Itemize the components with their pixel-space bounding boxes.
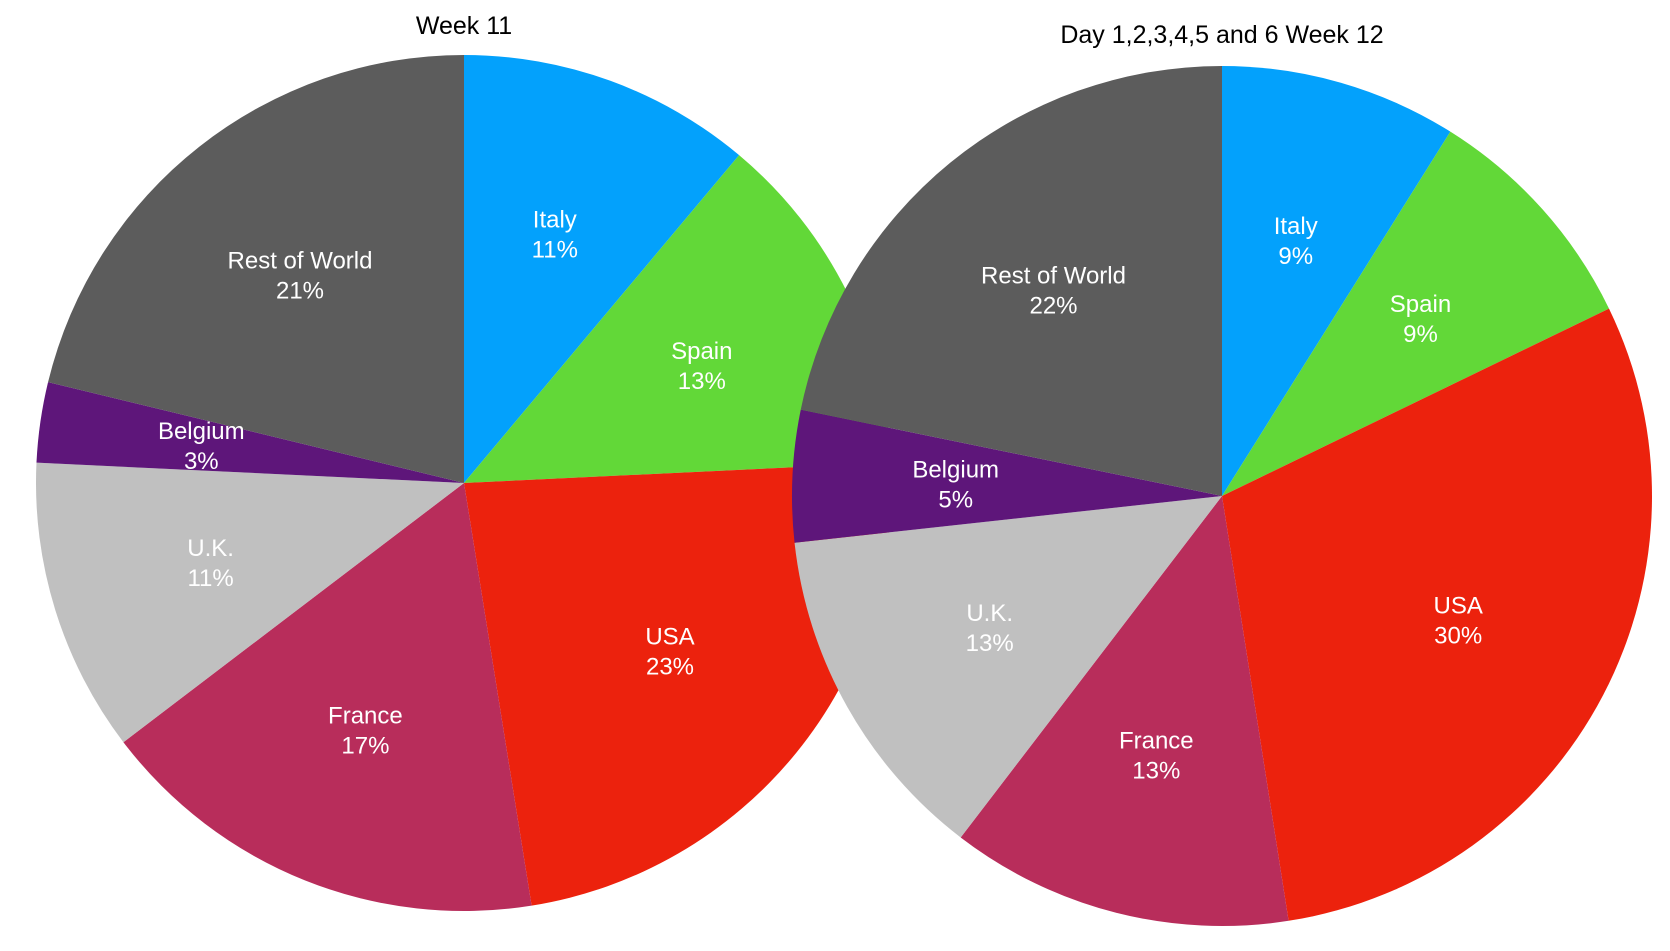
slice-label-belgium: Belgium xyxy=(912,457,999,484)
slice-value-rest-of-world: 21% xyxy=(276,277,324,304)
pie-slice-italy xyxy=(464,55,740,483)
slice-value-usa: 30% xyxy=(1434,623,1482,650)
pie-slices xyxy=(35,55,893,911)
slice-value-rest-of-world: 22% xyxy=(1029,292,1077,319)
pie-slice-spain xyxy=(464,155,892,483)
slice-value-u-k: 11% xyxy=(187,565,233,592)
pie-slice-rest-of-world xyxy=(48,55,465,483)
pie-slice-belgium xyxy=(792,409,1222,543)
slice-label-u-k: U.K. xyxy=(187,535,234,562)
chart-title: Day 1,2,3,4,5 and 6 Week 12 xyxy=(1060,21,1383,49)
slice-label-usa: USA xyxy=(645,623,694,650)
slice-label-rest-of-world: Rest of World xyxy=(228,247,373,274)
pie-slices xyxy=(792,66,1652,927)
slice-label-usa: USA xyxy=(1434,593,1483,620)
slice-value-spain: 13% xyxy=(678,368,726,395)
slice-label-spain: Spain xyxy=(671,338,732,365)
pie-labels: Italy 9% Spain 9% USA 30% France 13% U.K. 13% Belg… xyxy=(912,213,1483,785)
slice-value-france: 13% xyxy=(1132,757,1180,784)
slice-label-italy: Italy xyxy=(1274,213,1318,240)
slice-value-france: 17% xyxy=(341,732,389,759)
pie-slice-u-k xyxy=(35,462,464,743)
slice-value-spain: 9% xyxy=(1403,321,1438,348)
pie-slice-france xyxy=(123,483,532,911)
pie-slice-u-k xyxy=(794,496,1222,838)
slice-value-u-k: 13% xyxy=(966,630,1014,657)
chart-title: Week 11 xyxy=(416,12,512,40)
pie-slice-usa xyxy=(464,462,893,906)
slice-label-spain: Spain xyxy=(1390,291,1451,318)
slice-label-u-k: U.K. xyxy=(966,600,1013,627)
pie-slice-france xyxy=(960,496,1289,927)
pie-slice-belgium xyxy=(36,382,464,483)
slice-label-rest-of-world: Rest of World xyxy=(981,262,1126,289)
slice-label-italy: Italy xyxy=(533,207,577,234)
slice-label-france: France xyxy=(1119,727,1194,754)
pie-slice-spain xyxy=(1222,131,1609,496)
pie-chart-week-11: Italy 11% Spain 13% USA 23% France 17% U.K. 11% Be… xyxy=(35,12,893,911)
slice-value-italy: 11% xyxy=(532,237,578,264)
slice-value-italy: 9% xyxy=(1278,243,1313,270)
slice-value-belgium: 3% xyxy=(184,448,219,475)
slice-label-france: France xyxy=(328,702,403,729)
pie-slice-usa xyxy=(1222,308,1652,921)
slice-value-belgium: 5% xyxy=(938,487,973,514)
pie-slice-rest-of-world xyxy=(800,66,1222,496)
pie-chart-week-12: Italy 9% Spain 9% USA 30% France 13% U.K. 13% Belg… xyxy=(792,21,1652,927)
slice-label-belgium: Belgium xyxy=(158,418,245,445)
slice-value-usa: 23% xyxy=(646,653,694,680)
pie-slice-italy xyxy=(1222,66,1451,496)
pie-labels: Italy 11% Spain 13% USA 23% France 17% U.K. 11% Be… xyxy=(158,207,733,760)
